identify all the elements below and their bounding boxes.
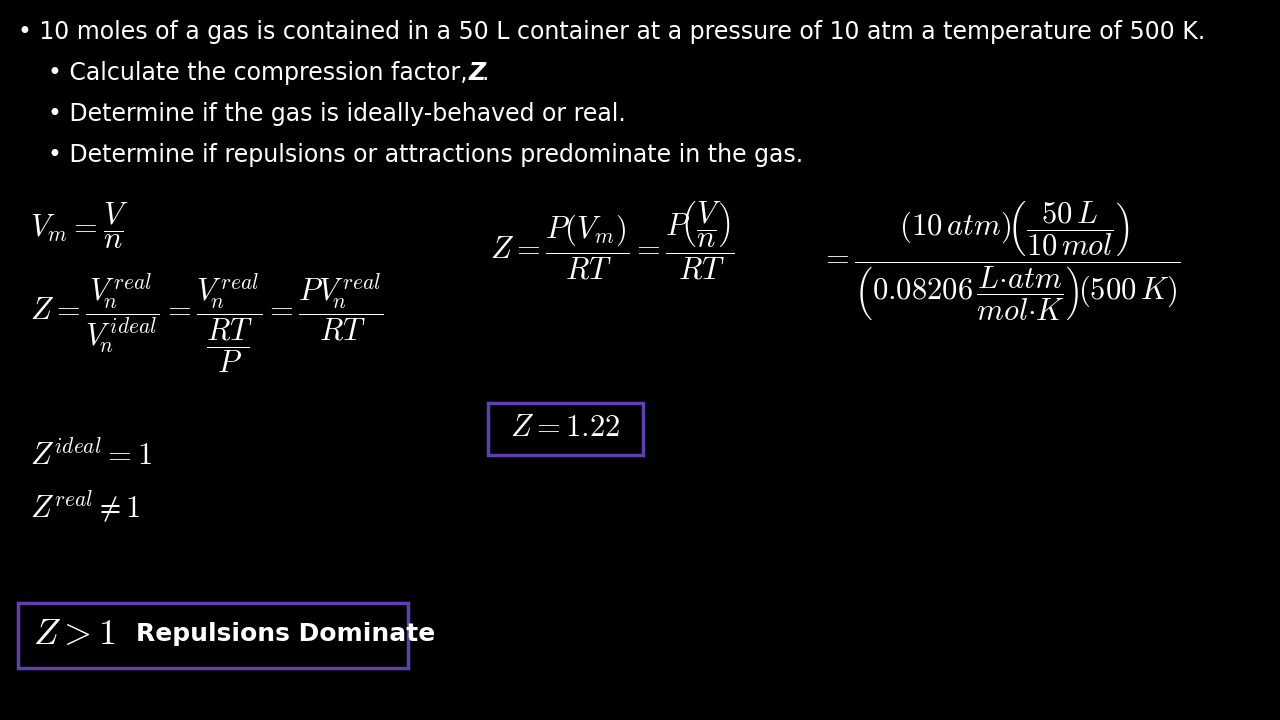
Text: Repulsions Dominate: Repulsions Dominate [136,623,435,647]
Text: $Z^{ideal} = 1$: $Z^{ideal} = 1$ [29,440,152,472]
Bar [488,403,643,455]
Text: .: . [481,61,489,85]
Text: • Determine if the gas is ideally-behaved or real.: • Determine if the gas is ideally-behave… [49,102,626,126]
Text: $Z^{real} \neq 1$: $Z^{real} \neq 1$ [29,488,141,524]
Text: • Determine if repulsions or attractions predominate in the gas.: • Determine if repulsions or attractions… [49,143,803,167]
Text: $Z = \dfrac{P(V_m)}{RT} = \dfrac{P\!\left(\dfrac{V}{n}\right)}{RT}$: $Z = \dfrac{P(V_m)}{RT} = \dfrac{P\!\lef… [490,200,735,282]
Text: • Calculate the compression factor,: • Calculate the compression factor, [49,61,475,85]
Text: Z: Z [468,61,486,85]
Text: $Z > 1$: $Z > 1$ [33,619,115,652]
Text: $V_m = \dfrac{V}{n}$: $V_m = \dfrac{V}{n}$ [29,200,128,251]
Text: • 10 moles of a gas is contained in a 50 L container at a pressure of 10 atm a t: • 10 moles of a gas is contained in a 50… [18,20,1206,44]
Text: $Z = \dfrac{V_{\!n}^{\,real}}{V_{\!n}^{\,ideal}} = \dfrac{V_{\!n}^{\,real}}{\dfr: $Z = \dfrac{V_{\!n}^{\,real}}{V_{\!n}^{\… [29,272,384,376]
Bar [18,603,408,668]
Text: $Z = 1.22$: $Z = 1.22$ [511,415,621,443]
Text: $= \dfrac{(10\,atm)\!\left(\dfrac{50\,L}{10\,mol}\right)}{\left(0.08206\,\dfrac{: $= \dfrac{(10\,atm)\!\left(\dfrac{50\,L}… [820,200,1180,323]
